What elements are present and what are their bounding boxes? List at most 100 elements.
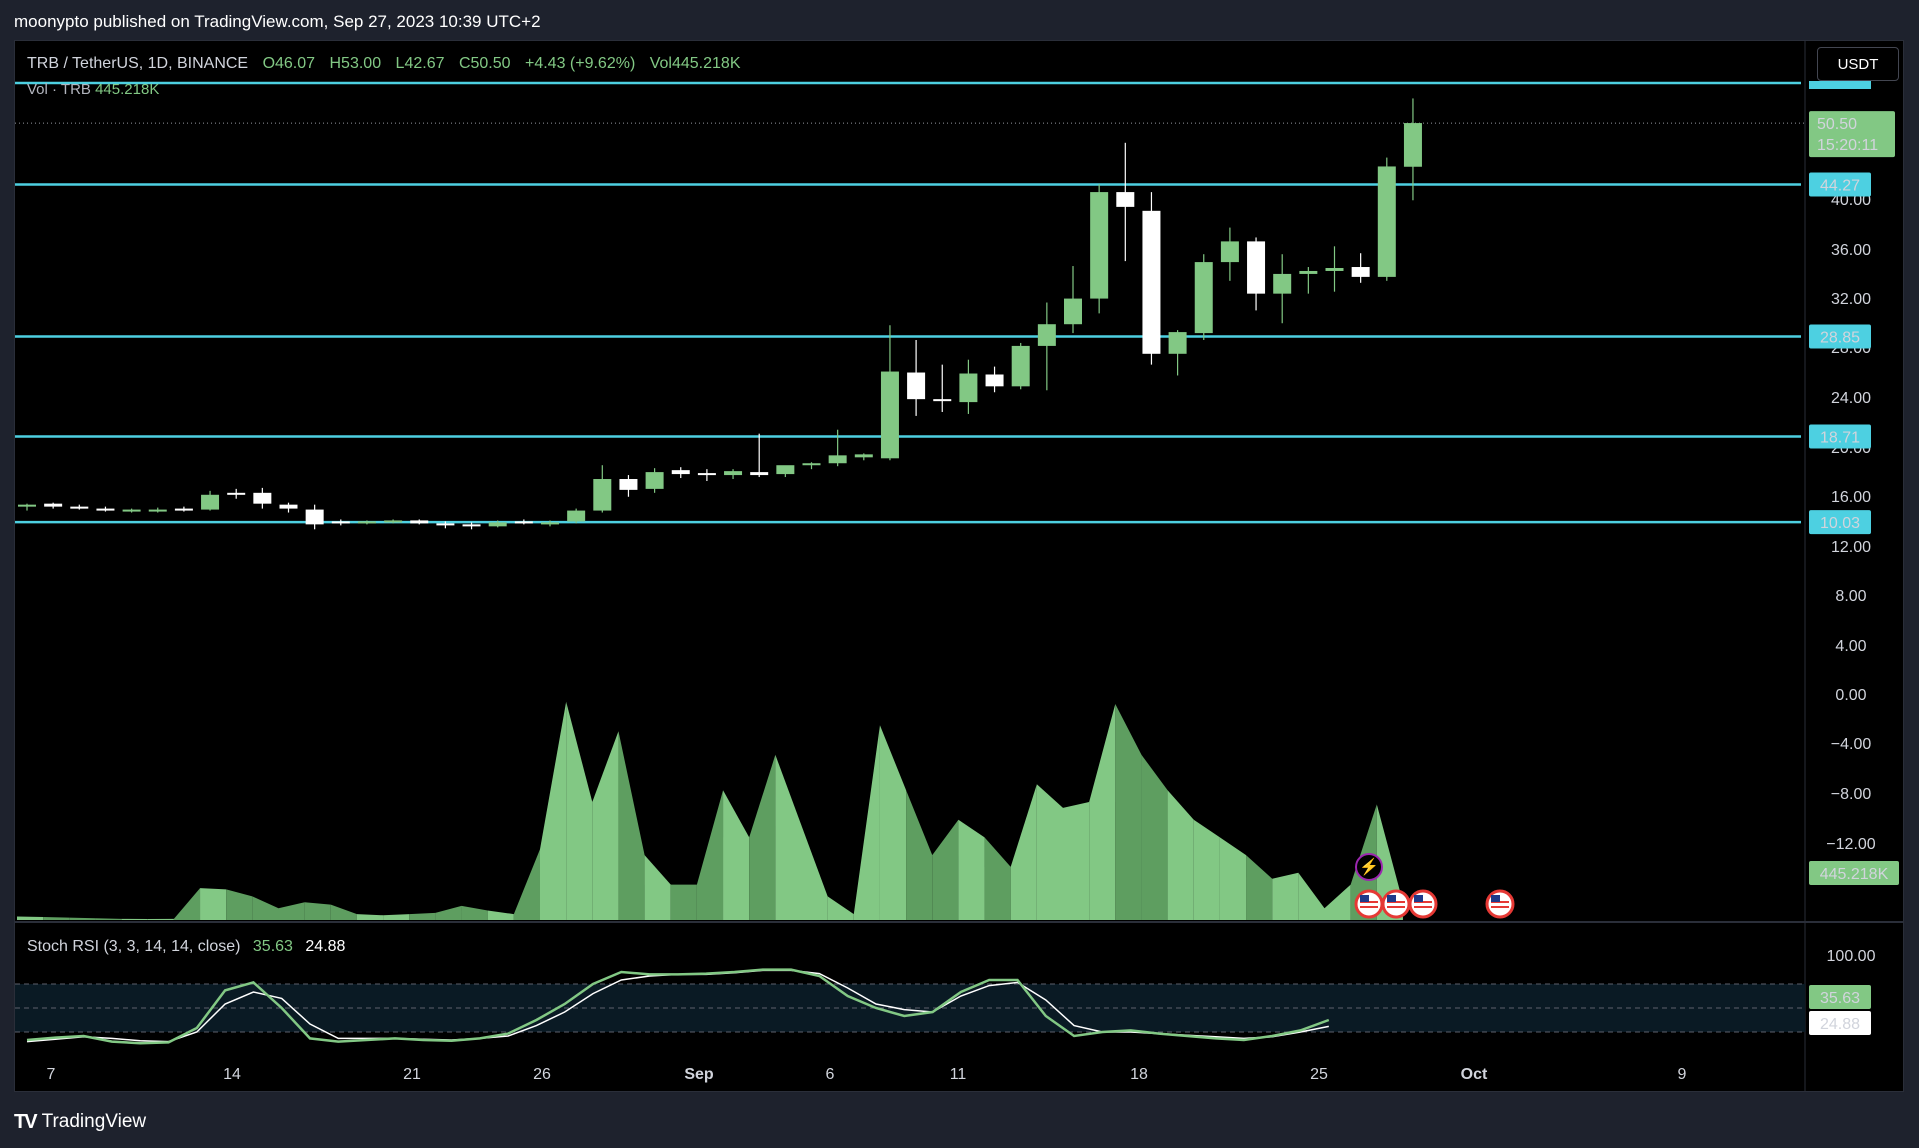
candle-body[interactable] [488,522,507,527]
candle-body[interactable] [1037,324,1056,346]
candle-body[interactable] [907,372,926,400]
candle-body[interactable] [1090,192,1109,299]
candle-body[interactable] [410,520,429,524]
level-price-tag-text: 44.27 [1820,177,1860,194]
candle-body[interactable] [44,503,63,507]
candle-body[interactable] [802,463,821,466]
volume-segment [1115,704,1142,920]
candle-body[interactable] [1325,268,1344,271]
volume-segment [801,825,828,920]
candle-body[interactable] [174,508,193,511]
candle-body[interactable] [70,506,89,509]
candle-body[interactable] [1351,267,1370,277]
candle-body[interactable] [384,520,403,523]
candle-body[interactable] [279,504,298,509]
candle-body[interactable] [1247,241,1266,294]
candle-body[interactable] [1064,298,1082,325]
level-price-tag[interactable] [1809,81,1871,89]
candle-body[interactable] [828,455,847,464]
candle-body[interactable] [305,509,324,525]
candle-body[interactable] [541,522,559,525]
volume-sub-legend: Vol · TRB 445.218K [27,81,159,98]
candle-body[interactable] [933,399,952,402]
candle-body[interactable] [671,470,690,475]
candle-body[interactable] [1194,262,1213,334]
candle-body[interactable] [1377,166,1396,277]
level-price-tag[interactable] [1809,324,1871,349]
candle-body[interactable] [148,509,167,512]
tradingview-logo-icon[interactable]: TV [14,1110,38,1133]
candle-body[interactable] [357,521,376,524]
volume-segment [566,701,593,920]
candle-body[interactable] [1403,123,1422,167]
candle-body[interactable] [593,479,612,511]
stoch-rsi-label[interactable]: Stoch RSI (3, 3, 14, 14, close) [27,938,241,955]
volume-segment [1272,872,1299,920]
candle-body[interactable] [253,492,272,504]
us-event-icon[interactable] [1485,889,1515,919]
stoch-rsi-k-value: 35.63 [252,938,293,955]
symbol-title[interactable]: TRB / TetherUS, 1D, BINANCE [27,55,249,72]
candle-body[interactable] [122,509,141,512]
volume-segment [906,790,933,920]
candle-body[interactable] [18,504,36,507]
price-tick-label: −4.00 [1831,736,1872,753]
candle-body[interactable] [880,371,899,459]
candle-body[interactable] [1011,345,1030,387]
candle-body[interactable] [436,523,455,526]
candle-body[interactable] [567,510,586,522]
candle-body[interactable] [697,473,716,476]
level-price-tag[interactable] [1809,424,1871,449]
chart-area[interactable]: ⚡52.0048.0040.0036.0032.0028.0024.0020.0… [14,40,1904,1092]
high-value: H53.00 [329,55,382,72]
candle-body[interactable] [854,454,873,458]
us-event-icon[interactable] [1408,889,1438,919]
volume-tag-text: 445.218K [1820,866,1889,883]
volume-segment [95,918,122,920]
brand-name[interactable]: TradingView [41,1111,147,1132]
volume-segment [670,884,697,920]
candle-body[interactable] [619,479,638,490]
volume-segment [513,849,540,920]
candle-body[interactable] [96,508,115,511]
volume-segment [304,902,331,920]
candle-body[interactable] [724,471,743,476]
volume-segment [879,725,907,920]
volume-segment [958,819,985,920]
candle-body[interactable] [201,494,220,510]
level-price-tag[interactable] [1809,172,1871,197]
price-tick-label: 24.00 [1831,390,1871,407]
candle-series [18,98,1422,530]
candle-body[interactable] [645,472,664,489]
us-event-icon[interactable] [1381,889,1411,919]
volume-segment [827,896,854,920]
flag-stripe [1414,906,1432,908]
candle-body[interactable] [985,374,1004,387]
time-tick-label: 21 [403,1066,421,1083]
candle-body[interactable] [1168,332,1187,354]
volume-segment [932,819,959,920]
level-price-tag-text: 10.03 [1820,515,1860,532]
us-event-icon[interactable] [1354,889,1384,919]
candle-body[interactable] [959,373,978,403]
candle-body[interactable] [462,524,481,527]
chart-canvas[interactable]: ⚡52.0048.0040.0036.0032.0028.0024.0020.0… [15,41,1903,1091]
candle-body[interactable] [331,521,350,524]
price-tick-label: −8.00 [1831,786,1872,803]
price-tick-label: 0.00 [1835,687,1866,704]
candle-body[interactable] [1273,273,1292,294]
candle-body[interactable] [750,472,769,476]
candle-body[interactable] [514,521,533,524]
level-price-tag[interactable] [1809,510,1871,535]
flash-event-icon[interactable]: ⚡ [1355,853,1383,881]
volume-segment [1298,872,1325,920]
volume-segment [409,912,436,920]
candle-body[interactable] [227,492,246,495]
volume-segment [749,754,776,920]
candle-body[interactable] [776,465,795,475]
candle-body[interactable] [1220,241,1239,263]
candle-body[interactable] [1142,210,1161,354]
candle-body[interactable] [1116,192,1135,207]
currency-button[interactable]: USDT [1817,47,1899,81]
candle-body[interactable] [1299,270,1318,274]
